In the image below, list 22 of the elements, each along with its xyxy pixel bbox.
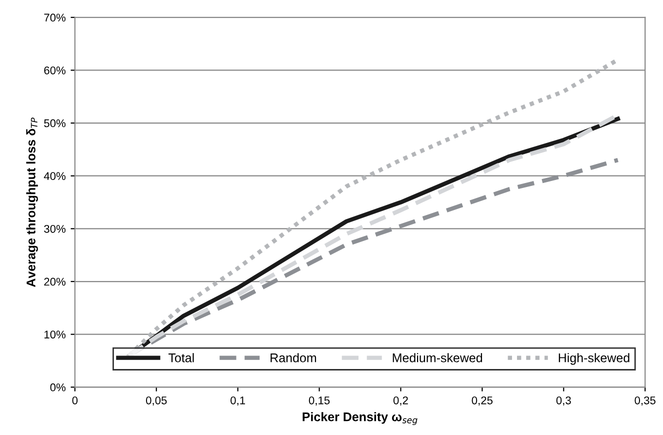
- x-tick-label: 0,05: [146, 396, 167, 406]
- y-tick-label: 30%: [44, 224, 66, 233]
- x-tick-label: 0,35: [634, 396, 656, 406]
- y-tick-label: 40%: [44, 172, 66, 180]
- y-tick-label: 20%: [44, 278, 66, 286]
- y-axis-title: Average throughput loss δ$_{TP}$: [26, 118, 38, 288]
- x-tick-label: 0,2: [393, 396, 408, 406]
- legend-label: Medium-skewed: [392, 353, 482, 362]
- legend-label: Random: [270, 353, 316, 362]
- x-tick-label: 0,3: [556, 396, 571, 406]
- x-tick-label: 0: [72, 396, 78, 404]
- y-tick-label: 10%: [44, 330, 66, 338]
- y-tick-label: 60%: [44, 66, 66, 74]
- y-tick-label: 50%: [44, 119, 66, 128]
- legend-label: Total: [168, 353, 194, 362]
- y-tick-label: 0%: [50, 383, 66, 392]
- legend-label: High-skewed: [558, 353, 630, 365]
- x-tick-label: 0,1: [230, 396, 246, 406]
- x-tick-label: 0,15: [308, 396, 330, 406]
- x-axis-title: Picker Density ω$_{seg}$: [302, 412, 418, 426]
- y-tick-label: 70%: [44, 14, 66, 22]
- x-tick-label: 0,25: [472, 396, 493, 406]
